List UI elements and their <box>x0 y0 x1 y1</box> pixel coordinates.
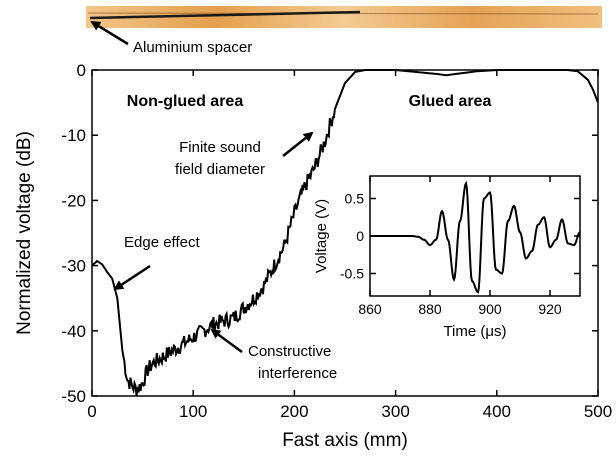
wood-strip <box>86 6 602 28</box>
inset-x-tick-label: 900 <box>478 301 502 317</box>
main-x-tick-label: 500 <box>584 402 612 421</box>
inset-x-tick-label: 880 <box>418 301 442 317</box>
spacer-arrow <box>90 20 129 46</box>
main-x-tick-label: 100 <box>179 402 207 421</box>
main-y-tick-label: 0 <box>77 61 86 80</box>
main-y-label: Normalized voltage (dB) <box>14 131 35 335</box>
finite-label-line1: Finite sound <box>179 139 261 156</box>
main-x-tick-label: 0 <box>87 402 96 421</box>
main-plot-frame <box>91 69 599 397</box>
aluminium-spacer <box>89 10 361 20</box>
spacer-label: Aluminium spacer <box>133 39 252 56</box>
main-ticks: 0 100 200 300 400 500 0 -10 -20 -30 -40 -50 <box>61 61 612 421</box>
inset-ticks: 860 880 900 920 0.5 0 -0.5 <box>340 176 580 317</box>
finite-label-line2: field diameter <box>175 161 265 178</box>
main-series-line <box>91 69 599 396</box>
main-y-tick-label: -30 <box>61 257 86 276</box>
main-x-label: Fast axis (mm) <box>282 430 408 451</box>
inset-y-tick-label: -0.5 <box>340 265 364 281</box>
main-x-tick-label: 200 <box>280 402 308 421</box>
inset-x-tick-label: 920 <box>538 301 562 317</box>
main-y-tick-label: -10 <box>61 126 86 145</box>
specimen-photo <box>86 6 602 28</box>
non-glued-label: Non-glued area <box>127 93 244 110</box>
main-x-tick-label: 300 <box>381 402 409 421</box>
inset-y-tick-label: 0.5 <box>345 190 365 206</box>
main-y-tick-label: -50 <box>61 387 86 406</box>
inset-series-line <box>370 180 581 294</box>
constructive-arrow <box>210 328 243 354</box>
main-y-tick-label: -20 <box>61 191 86 210</box>
inset-x-label: Time (μs) <box>443 323 506 340</box>
edge-label: Edge effect <box>124 234 200 251</box>
main-x-tick-label: 400 <box>483 402 511 421</box>
finite-arrow <box>282 131 314 157</box>
glued-label: Glued area <box>409 93 492 110</box>
inset-y-tick-label: 0 <box>356 228 364 244</box>
main-y-tick-label: -40 <box>61 322 86 341</box>
edge-arrow <box>113 264 151 291</box>
inset-x-tick-label: 860 <box>358 301 382 317</box>
constructive-label-line1: Constructive <box>248 343 331 360</box>
inset-y-label: Voltage (V) <box>313 199 330 273</box>
constructive-label-line2: interference <box>258 365 337 382</box>
